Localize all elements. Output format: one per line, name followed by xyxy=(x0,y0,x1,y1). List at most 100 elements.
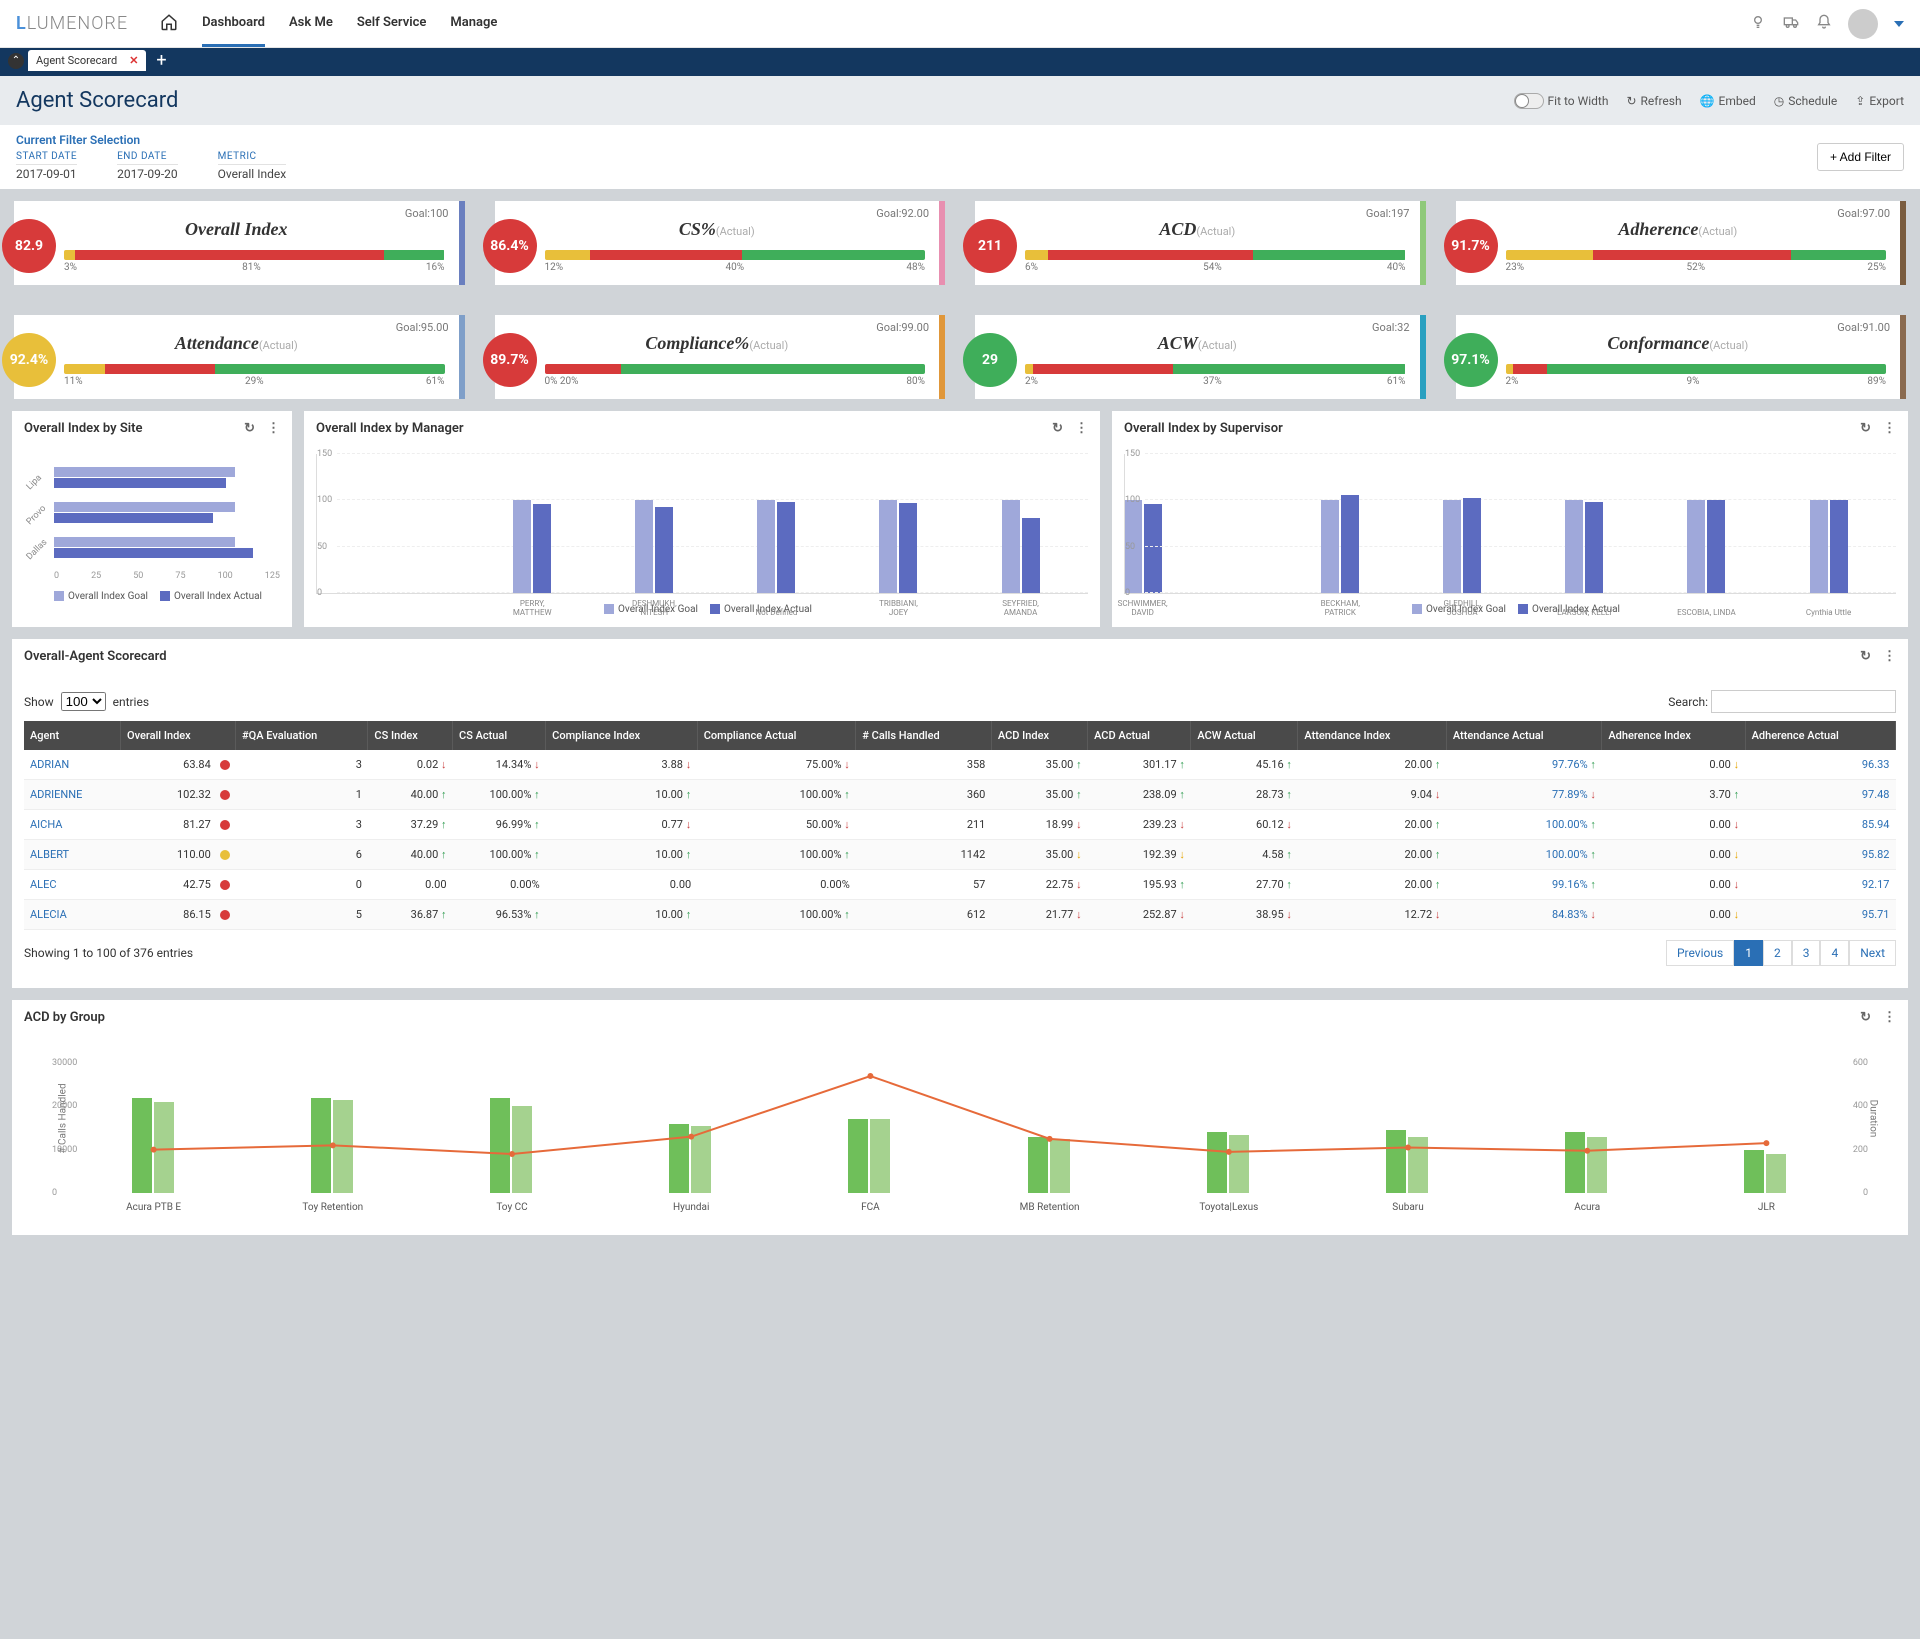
table-body: ADRIAN63.84 30.02 ↓14.34% ↓3.88 ↓75.00% … xyxy=(24,750,1896,930)
table-footer: Showing 1 to 100 of 376 entries Previous… xyxy=(24,930,1896,976)
avatar[interactable] xyxy=(1848,9,1878,39)
column-header[interactable]: ACD Actual xyxy=(1088,721,1191,750)
nav-ask-me[interactable]: Ask Me xyxy=(289,1,333,47)
page-button[interactable]: 3 xyxy=(1792,940,1821,966)
column-header[interactable]: Attendance Actual xyxy=(1446,721,1602,750)
add-filter-button[interactable]: + Add Filter xyxy=(1817,143,1904,171)
kpi-subtitle: (Actual) xyxy=(1698,225,1737,238)
refresh-button[interactable]: ↻Refresh xyxy=(1626,94,1681,108)
more-icon[interactable]: ⋮ xyxy=(267,421,280,436)
column-header[interactable]: Agent xyxy=(24,721,121,750)
site-chart: LipaProvoDallas0255075100125Overall Inde… xyxy=(12,446,292,614)
kpi-title: CS% xyxy=(679,219,716,239)
export-button[interactable]: ⇪Export xyxy=(1855,94,1904,108)
x-label: Toy Retention xyxy=(302,1202,363,1213)
page-title: Agent Scorecard xyxy=(16,88,178,113)
more-icon[interactable]: ⋮ xyxy=(1075,421,1088,436)
topbar-right xyxy=(1750,9,1904,39)
more-icon[interactable]: ⋮ xyxy=(1883,649,1896,664)
home-icon[interactable] xyxy=(160,13,178,34)
kpi-title: Adherence xyxy=(1618,219,1698,239)
bar-group: PERRY, MATTHEW xyxy=(513,500,551,593)
page-button[interactable]: 2 xyxy=(1763,940,1792,966)
fit-label: Fit to Width xyxy=(1548,94,1609,108)
add-tab-icon[interactable]: + xyxy=(156,50,166,71)
kpi-card: Goal:91.0097.1%Conformance(Actual)2%9%89… xyxy=(1456,315,1907,399)
close-icon[interactable]: ✕ xyxy=(129,54,138,67)
table-row[interactable]: ADRIENNE102.32 140.00 ↑100.00% ↑10.00 ↑1… xyxy=(24,780,1896,810)
column-header[interactable]: # Calls Handled xyxy=(856,721,992,750)
lightbulb-icon[interactable] xyxy=(1750,14,1766,33)
nav-self-service[interactable]: Self Service xyxy=(357,1,427,47)
card-title: Overall Index by Manager xyxy=(316,421,464,436)
column-header[interactable]: #QA Evaluation xyxy=(236,721,368,750)
supervisor-chart: 050100150BECKHAM, PATRICKGLEDHILL, JOSHU… xyxy=(1124,454,1896,594)
hbar-label: Lipa xyxy=(25,463,53,491)
page-button[interactable]: Next xyxy=(1849,940,1896,966)
refresh-icon[interactable]: ↻ xyxy=(1860,649,1871,664)
column-header[interactable]: ACW Actual xyxy=(1191,721,1298,750)
tab-strip-bar: ⌃ Agent Scorecard ✕ + xyxy=(0,48,1920,76)
table-row[interactable]: AICHA81.27 337.29 ↑96.99% ↑0.77 ↓50.00% … xyxy=(24,810,1896,840)
acd-bar-group xyxy=(311,1098,353,1193)
table-row[interactable]: ALEC42.75 00.000.00%0.000.00%5722.75 ↓19… xyxy=(24,870,1896,900)
user-menu-caret[interactable] xyxy=(1894,21,1904,27)
schedule-button[interactable]: ◷Schedule xyxy=(1774,94,1838,108)
kpi-value-badge: 82.9 xyxy=(2,219,56,273)
column-header[interactable]: CS Actual xyxy=(453,721,546,750)
column-header[interactable]: CS Index xyxy=(368,721,453,750)
filter-item[interactable]: END DATE2017-09-20 xyxy=(117,151,178,181)
entries-select[interactable]: 100 xyxy=(61,692,106,711)
truck-icon[interactable] xyxy=(1782,14,1800,33)
column-header[interactable]: Adherence Actual xyxy=(1745,721,1895,750)
kpi-value-badge: 211 xyxy=(963,219,1017,273)
search-input[interactable] xyxy=(1711,690,1896,713)
filter-label: END DATE xyxy=(117,151,178,165)
nav-manage[interactable]: Manage xyxy=(450,1,497,47)
column-header[interactable]: Compliance Actual xyxy=(697,721,856,750)
kpi-subtitle: (Actual) xyxy=(1709,339,1748,352)
refresh-icon[interactable]: ↻ xyxy=(244,421,255,436)
tab-collapse-icon[interactable]: ⌃ xyxy=(8,53,24,69)
kpi-subtitle: (Actual) xyxy=(749,339,788,352)
show-label: Show xyxy=(24,695,54,709)
column-header[interactable]: ACD Index xyxy=(991,721,1087,750)
table-row[interactable]: ALECIA86.15 536.87 ↑96.53% ↑10.00 ↑100.0… xyxy=(24,900,1896,930)
export-label: Export xyxy=(1869,94,1904,108)
page-button[interactable]: 1 xyxy=(1734,940,1763,966)
more-icon[interactable]: ⋮ xyxy=(1883,421,1896,436)
filter-item[interactable]: METRICOverall Index xyxy=(218,151,287,181)
embed-button[interactable]: 🌐Embed xyxy=(1700,94,1756,108)
column-header[interactable]: Adherence Index xyxy=(1602,721,1745,750)
filter-label: METRIC xyxy=(218,151,287,165)
x-label: MB Retention xyxy=(1020,1202,1080,1213)
refresh-icon[interactable]: ↻ xyxy=(1052,421,1063,436)
refresh-icon[interactable]: ↻ xyxy=(1860,421,1871,436)
pagination: Previous1234Next xyxy=(1666,940,1896,966)
bar-group: SEYFRIED, AMANDA xyxy=(1002,500,1040,593)
page-button[interactable]: Previous xyxy=(1666,940,1734,966)
kpi-title: ACD xyxy=(1159,219,1196,239)
table-row[interactable]: ALBERT110.00 640.00 ↑100.00% ↑10.00 ↑100… xyxy=(24,840,1896,870)
kpi-goal: Goal:100 xyxy=(405,207,449,220)
active-tab[interactable]: Agent Scorecard ✕ xyxy=(28,50,146,71)
nav-dashboard[interactable]: Dashboard xyxy=(202,1,265,47)
column-header[interactable]: Compliance Index xyxy=(546,721,698,750)
page-header: Agent Scorecard Fit to Width ↻Refresh 🌐E… xyxy=(0,76,1920,125)
x-label: FCA xyxy=(861,1202,880,1213)
table-row[interactable]: ADRIAN63.84 30.02 ↓14.34% ↓3.88 ↓75.00% … xyxy=(24,750,1896,780)
kpi-goal: Goal:32 xyxy=(1372,321,1409,334)
more-icon[interactable]: ⋮ xyxy=(1883,1010,1896,1025)
refresh-icon[interactable]: ↻ xyxy=(1860,1010,1871,1025)
acd-chart: # Calls Handled Duration 010000200003000… xyxy=(24,1043,1896,1223)
fit-to-width-toggle[interactable]: Fit to Width xyxy=(1514,93,1609,109)
column-header[interactable]: Overall Index xyxy=(121,721,236,750)
x-label: Acura xyxy=(1574,1202,1600,1213)
bell-icon[interactable] xyxy=(1816,14,1832,33)
column-header[interactable]: Attendance Index xyxy=(1298,721,1446,750)
bar-group: GLEDHILL, JOSHUA xyxy=(1443,498,1481,593)
kpi-title: ACW xyxy=(1158,333,1198,353)
kpi-goal: Goal:92.00 xyxy=(876,207,929,220)
page-button[interactable]: 4 xyxy=(1820,940,1849,966)
filter-item[interactable]: START DATE2017-09-01 xyxy=(16,151,77,181)
